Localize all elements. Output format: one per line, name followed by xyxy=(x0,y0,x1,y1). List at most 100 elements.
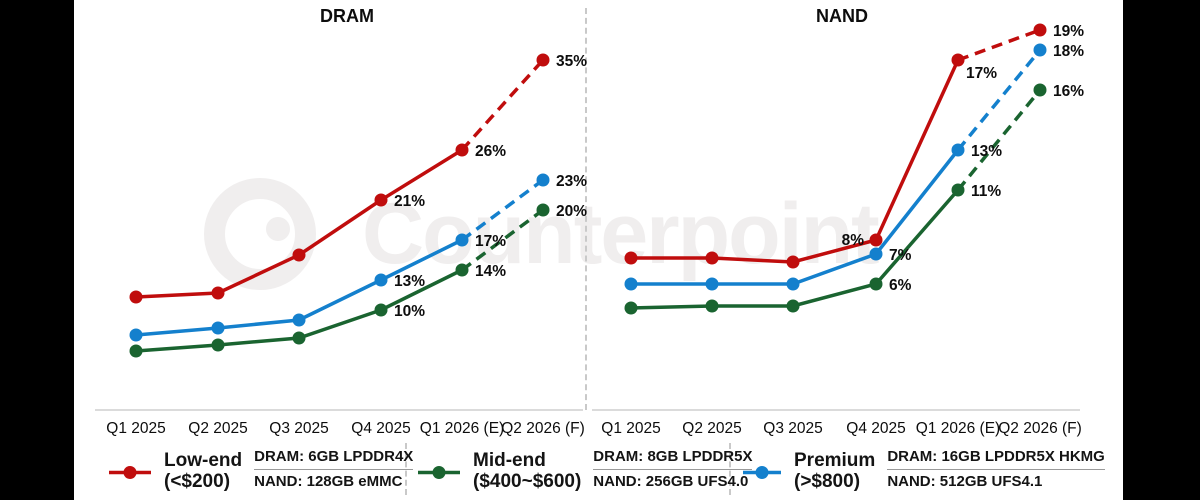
data-point-label: 17% xyxy=(475,233,506,250)
data-point xyxy=(705,299,719,313)
data-point-label: 6% xyxy=(889,277,912,294)
data-point-label: 23% xyxy=(556,173,587,190)
data-point xyxy=(211,286,225,300)
data-point xyxy=(374,193,388,207)
data-point xyxy=(1033,43,1047,57)
legend-label-line1: Premium xyxy=(794,450,876,471)
data-point-label: 8% xyxy=(842,232,865,249)
premium-series-marker-icon xyxy=(743,466,781,479)
data-point xyxy=(951,183,965,197)
data-point-label: 20% xyxy=(556,203,587,220)
mid-end-series-marker-icon xyxy=(418,466,460,479)
data-point-label: 26% xyxy=(475,143,506,160)
data-point xyxy=(455,143,469,157)
nand-chart-title: NAND xyxy=(816,6,868,26)
data-point-label: 14% xyxy=(475,263,506,280)
series-line-forecast-dashed xyxy=(956,48,1042,152)
data-point xyxy=(129,328,143,342)
data-point xyxy=(786,255,800,269)
data-point xyxy=(536,173,550,187)
data-point xyxy=(624,301,638,315)
x-tick-label: Q4 2025 xyxy=(846,420,905,437)
chart-legend: Low-end (<$200) DRAM: 6GB LPDDR4X NAND: … xyxy=(74,443,1123,500)
legend-label-line2: (>$800) xyxy=(794,471,861,492)
nand-spec: NAND: 256GB UFS4.0 xyxy=(593,473,749,490)
series-line-solid xyxy=(631,59,960,264)
x-tick-label: Q1 2025 xyxy=(601,420,660,437)
data-point-label: 35% xyxy=(556,53,587,70)
legend-label: Mid-end ($400~$600) xyxy=(473,450,581,492)
data-point xyxy=(374,273,388,287)
data-point xyxy=(786,277,800,291)
x-tick-label: Q2 2026 (F) xyxy=(998,420,1082,437)
data-point-label: 7% xyxy=(889,247,912,264)
data-point xyxy=(455,233,469,247)
data-point xyxy=(1033,83,1047,97)
dram-spec: DRAM: 8GB LPDDR5X xyxy=(593,448,753,470)
data-point xyxy=(705,251,719,265)
dram-chart-title: DRAM xyxy=(320,6,374,26)
data-point xyxy=(869,233,883,247)
series-line-forecast-dashed xyxy=(460,58,545,152)
data-point-label: 17% xyxy=(966,65,997,82)
data-point xyxy=(536,203,550,217)
x-tick-label: Q1 2026 (E) xyxy=(420,420,504,437)
letterbox-left xyxy=(0,0,74,500)
legend-label-line2: ($400~$600) xyxy=(473,471,582,492)
legend-label-line1: Mid-end xyxy=(473,450,546,471)
series-line-forecast-dashed xyxy=(460,178,545,242)
data-point-label: 18% xyxy=(1053,43,1084,60)
data-point xyxy=(211,321,225,335)
data-point xyxy=(211,338,225,352)
data-point-label: 13% xyxy=(394,273,425,290)
data-point xyxy=(951,53,965,67)
legend-label: Premium (>$800) xyxy=(794,450,875,492)
dram-spec: DRAM: 6GB LPDDR4X xyxy=(254,448,414,470)
data-point xyxy=(536,53,550,67)
data-point xyxy=(292,313,306,327)
x-tick-label: Q1 2026 (E) xyxy=(916,420,1000,437)
x-tick-label: Q2 2026 (F) xyxy=(501,420,585,437)
legend-item-mid-end: Mid-end ($400~$600) DRAM: 8GB LPDDR5X NA… xyxy=(417,446,753,492)
x-tick-label: Q1 2025 xyxy=(106,420,165,437)
legend-label-line1: Low-end xyxy=(164,450,243,471)
low-end-series-marker-icon xyxy=(109,466,151,479)
x-tick-label: Q2 2025 xyxy=(682,420,741,437)
data-point xyxy=(292,248,306,262)
data-point xyxy=(1033,23,1047,37)
series-line-forecast-dashed xyxy=(957,28,1041,62)
legend-label: Low-end (<$200) xyxy=(164,450,242,492)
data-point xyxy=(786,299,800,313)
data-point xyxy=(129,344,143,358)
legend-item-low-end: Low-end (<$200) DRAM: 6GB LPDDR4X NAND: … xyxy=(108,446,414,492)
data-point xyxy=(292,331,306,345)
data-point xyxy=(455,263,469,277)
x-tick-label: Q2 2025 xyxy=(188,420,247,437)
data-point-label: 11% xyxy=(971,183,1001,200)
data-point-label: 19% xyxy=(1053,23,1084,40)
data-point xyxy=(129,290,143,304)
panel-divider-line xyxy=(585,8,587,410)
data-point xyxy=(624,277,638,291)
line-charts-plot: Q1 2025 Q2 2025 Q3 2025 Q4 2025 Q1 2026 (E)Q… xyxy=(95,23,1084,437)
data-point-label: 21% xyxy=(394,193,425,210)
x-tick-label: Q4 2025 xyxy=(351,420,410,437)
legend-specs: DRAM: 6GB LPDDR4X NAND: 128GB eMMC xyxy=(254,448,414,491)
legend-specs: DRAM: 8GB LPDDR5X NAND: 256GB UFS4.0 xyxy=(593,448,753,491)
legend-label-line2: (<$200) xyxy=(164,471,231,492)
data-point-label: 10% xyxy=(394,303,425,320)
data-point xyxy=(869,247,883,261)
letterbox-right xyxy=(1123,0,1200,500)
x-tick-label: Q3 2025 xyxy=(269,420,328,437)
x-tick-label: Q3 2025 xyxy=(763,420,822,437)
data-point xyxy=(869,277,883,291)
nand-spec: NAND: 128GB eMMC xyxy=(254,473,403,490)
nand-spec: NAND: 512GB UFS4.1 xyxy=(887,473,1043,490)
data-point xyxy=(951,143,965,157)
legend-specs: DRAM: 16GB LPDDR5X HKMG NAND: 512GB UFS4… xyxy=(887,448,1105,491)
logo-dot xyxy=(265,217,290,242)
data-point-label: 13% xyxy=(971,143,1002,160)
data-point xyxy=(374,303,388,317)
data-point-label: 16% xyxy=(1053,83,1084,100)
data-point xyxy=(624,251,638,265)
